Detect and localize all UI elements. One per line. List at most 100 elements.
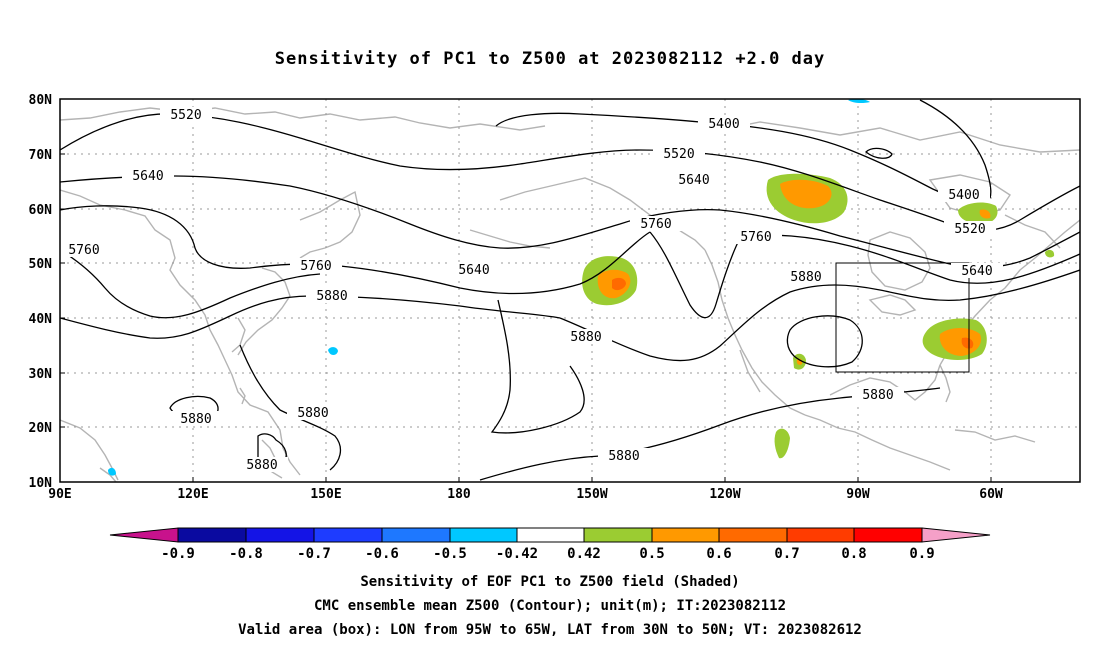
chart-title: Sensitivity of PC1 to Z500 at 2023082112… xyxy=(274,49,826,69)
contour-label: 5400 xyxy=(948,188,979,203)
coast-alaska xyxy=(499,177,706,251)
contour-5640 xyxy=(60,175,1080,269)
graticule xyxy=(60,99,1080,482)
contour-label: 5880 xyxy=(246,458,277,473)
contour-5400-north xyxy=(495,112,981,199)
colorbar-swatch xyxy=(718,527,788,543)
colorbar-tick: -0.7 xyxy=(297,546,331,562)
valid-area-box xyxy=(835,262,970,373)
coast-caribbean xyxy=(954,429,1036,443)
coast-taiwan xyxy=(239,387,246,405)
colorbar-swatch xyxy=(245,527,315,543)
contour-label: 5760 xyxy=(300,259,331,274)
coast-labrador xyxy=(1004,214,1061,249)
contour-5880-trough xyxy=(559,269,1080,362)
blob-atlantic-core xyxy=(939,328,982,356)
coast-arctic-islands xyxy=(719,121,1080,153)
blob-north-pacific-max xyxy=(612,277,626,291)
lon-label: 150W xyxy=(576,487,607,502)
contour-label: 5640 xyxy=(458,263,489,278)
colorbar-swatch xyxy=(651,527,720,543)
colorbar: -0.9 -0.8 -0.7 -0.6 -0.5 -0.42 0.42 0.5 … xyxy=(109,527,991,562)
colorbar-swatch xyxy=(313,527,383,543)
blob-arctic-neg xyxy=(848,99,870,104)
axis-ticks xyxy=(60,153,992,482)
contour-label: 5760 xyxy=(640,217,671,232)
blob-labrador xyxy=(958,202,998,224)
lat-label: 70N xyxy=(29,148,53,163)
lat-label: 20N xyxy=(29,421,53,436)
lat-label: 10N xyxy=(29,476,53,491)
contour-label: 5880 xyxy=(790,270,821,285)
contour-5880-main xyxy=(60,295,561,339)
colorbar-swatch xyxy=(177,527,247,543)
coast-hudson-bay xyxy=(867,231,931,291)
lat-label: 50N xyxy=(29,257,53,272)
caption-line-1: Sensitivity of EOF PC1 to Z500 field (Sh… xyxy=(360,574,740,590)
colorbar-tick: 0.7 xyxy=(774,546,799,562)
contour-label: 5400 xyxy=(708,117,739,132)
colorbar-swatch xyxy=(583,527,653,543)
colorbar-tick: 0.8 xyxy=(841,546,866,562)
blob-atlantic-max xyxy=(961,337,974,349)
colorbar-swatch xyxy=(516,527,585,543)
coast-kamchatka xyxy=(299,190,361,259)
contour-label: 5520 xyxy=(954,222,985,237)
lat-label: 40N xyxy=(29,312,53,327)
contour-label: 5880 xyxy=(180,412,211,427)
colorbar-tick: 0.6 xyxy=(706,546,731,562)
sensitivity-shading xyxy=(108,99,1055,476)
contour-label: 5760 xyxy=(740,230,771,245)
colorbar-swatch xyxy=(449,527,518,543)
blob-canada-west-core xyxy=(780,179,832,209)
lon-label: 60W xyxy=(979,487,1003,502)
colorbar-tick: -0.5 xyxy=(433,546,467,562)
coast-east-asia xyxy=(60,189,301,476)
blob-indochina-neg xyxy=(108,467,116,476)
coast-siberia-arctic xyxy=(60,107,546,131)
blob-newfoundland xyxy=(1045,249,1055,258)
colorbar-tick: -0.6 xyxy=(365,546,399,562)
coast-japan xyxy=(237,267,291,356)
coast-baffin xyxy=(928,174,1011,216)
colorbar-tick: 0.9 xyxy=(909,546,934,562)
contour-5880-mid xyxy=(239,344,342,471)
contour-label: 5880 xyxy=(316,289,347,304)
contour-label: 5520 xyxy=(170,108,201,123)
contour-5760-east xyxy=(739,234,1080,284)
colorbar-under-triangle xyxy=(109,527,179,543)
lon-label: 120W xyxy=(709,487,740,502)
colorbar-swatch xyxy=(853,527,923,543)
coast-aleutians xyxy=(469,229,551,249)
coast-na-west xyxy=(704,249,806,416)
contour-label: 5640 xyxy=(132,169,163,184)
contour-label: 5880 xyxy=(862,388,893,403)
lon-label: 90E xyxy=(48,487,71,502)
lat-label: 60N xyxy=(29,203,53,218)
colorbar-tick: 0.42 xyxy=(567,546,601,562)
contour-label: 5760 xyxy=(68,243,99,258)
colorbar-swatch xyxy=(381,527,451,543)
lon-label: 120E xyxy=(177,487,208,502)
contour-label: 5520 xyxy=(663,147,694,162)
contour-label: 5880 xyxy=(608,449,639,464)
contour-5400-right xyxy=(919,99,992,199)
colorbar-tick: -0.42 xyxy=(496,546,538,562)
coast-great-lakes xyxy=(868,294,917,316)
contour-5400-loop xyxy=(865,147,893,159)
contour-5880-subtropic xyxy=(490,299,585,434)
colorbar-swatch xyxy=(786,527,855,543)
lon-label: 90W xyxy=(846,487,870,502)
colorbar-over-triangle xyxy=(921,527,991,543)
contour-label: 5880 xyxy=(297,406,328,421)
contour-label: 5640 xyxy=(961,264,992,279)
blob-japan-neg xyxy=(328,347,338,355)
lat-label: 80N xyxy=(29,93,53,108)
contour-5760-lower-left xyxy=(60,249,321,319)
coast-central-america xyxy=(804,414,951,471)
contour-label: 5880 xyxy=(570,330,601,345)
lon-label: 180 xyxy=(447,487,471,502)
contour-label: 5640 xyxy=(678,173,709,188)
colorbar-tick: 0.5 xyxy=(639,546,664,562)
